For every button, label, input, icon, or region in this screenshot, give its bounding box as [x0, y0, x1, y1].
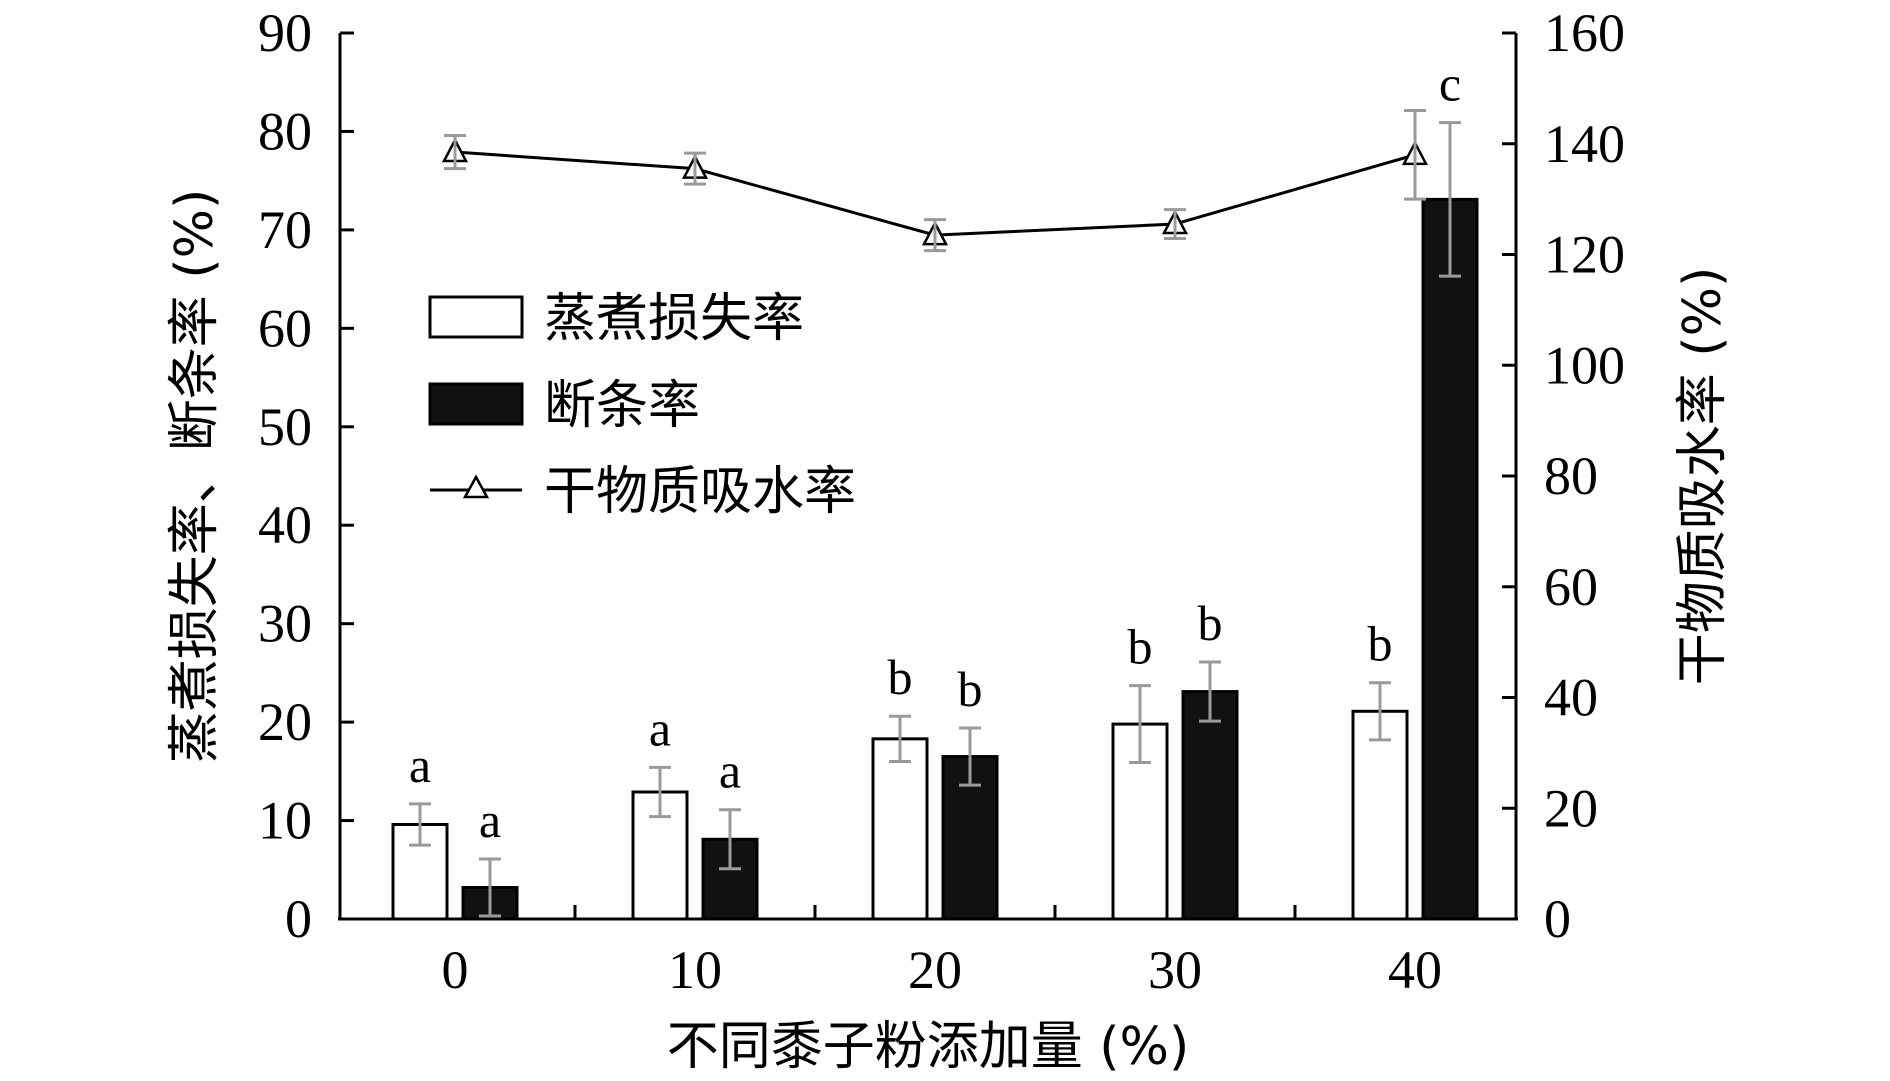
significance-label: a — [479, 792, 501, 848]
left-y-tick-label: 90 — [258, 3, 312, 63]
significance-label: b — [1368, 616, 1393, 672]
left-y-tick-label: 20 — [258, 692, 312, 752]
legend-label-cooking-loss: 蒸煮损失率 — [544, 289, 804, 349]
right-y-tick-label: 100 — [1544, 335, 1625, 395]
x-tick-label: 10 — [668, 940, 722, 1000]
right-y-tick-label: 0 — [1544, 889, 1571, 949]
left-y-ticks: 0 10 20 30 40 50 60 70 80 90 — [258, 3, 354, 949]
left-y-tick-label: 50 — [258, 397, 312, 457]
right-y-tick-label: 60 — [1544, 557, 1598, 617]
breakage-bar — [1181, 690, 1239, 921]
significance-label: c — [1439, 56, 1461, 112]
x-tick-label: 40 — [1388, 940, 1442, 1000]
significance-label: a — [649, 700, 671, 756]
legend-swatch-cooking-loss — [428, 295, 524, 339]
x-tick-label: 20 — [908, 940, 962, 1000]
cooking-loss-bar — [871, 737, 929, 921]
right-y-tick-label: 20 — [1544, 778, 1598, 838]
error-bars — [409, 109, 1461, 918]
significance-label: b — [1198, 595, 1223, 651]
right-y-tick-label: 140 — [1544, 114, 1625, 174]
right-y-tick-label: 40 — [1544, 668, 1598, 728]
left-y-tick-label: 30 — [258, 594, 312, 654]
legend-label-breakage: 断条率 — [544, 376, 700, 436]
right-y-tick-label: 80 — [1544, 446, 1598, 506]
significance-label: a — [409, 737, 431, 793]
left-y-tick-label: 10 — [258, 791, 312, 851]
legend-swatch-breakage — [428, 382, 524, 426]
legend-triangle-icon — [462, 474, 490, 499]
significance-label: b — [958, 661, 983, 717]
right-y-tick-label: 120 — [1544, 225, 1625, 285]
legend: 蒸煮损失率 断条率 干物质吸水率 — [428, 289, 856, 522]
x-tick-label: 0 — [442, 940, 469, 1000]
significance-label: b — [888, 649, 913, 705]
right-y-tick-label: 160 — [1544, 3, 1625, 63]
left-y-tick-label: 0 — [285, 889, 312, 949]
significance-label: b — [1128, 619, 1153, 675]
cooking-loss-bar — [1351, 709, 1409, 921]
x-axis-title: 不同黍子粉添加量 (%) — [667, 1017, 1190, 1077]
legend-label-water-absorption: 干物质吸水率 — [544, 462, 856, 522]
x-tick-label: 30 — [1148, 940, 1202, 1000]
left-y-tick-label: 70 — [258, 200, 312, 260]
left-y-tick-label: 40 — [258, 495, 312, 555]
left-y-tick-label: 60 — [258, 298, 312, 358]
right-y-axis-title: 干物质吸水率 (%) — [1673, 267, 1733, 686]
x-ticks: 0 10 20 30 40 — [442, 905, 1442, 1000]
breakage-bar — [1421, 197, 1479, 921]
left-y-tick-label: 80 — [258, 101, 312, 161]
right-y-ticks: 0 20 40 60 80 100 120 140 160 — [1502, 3, 1625, 949]
left-y-axis-title: 蒸煮损失率、断条率 (%) — [165, 189, 225, 764]
significance-label: a — [719, 743, 741, 799]
